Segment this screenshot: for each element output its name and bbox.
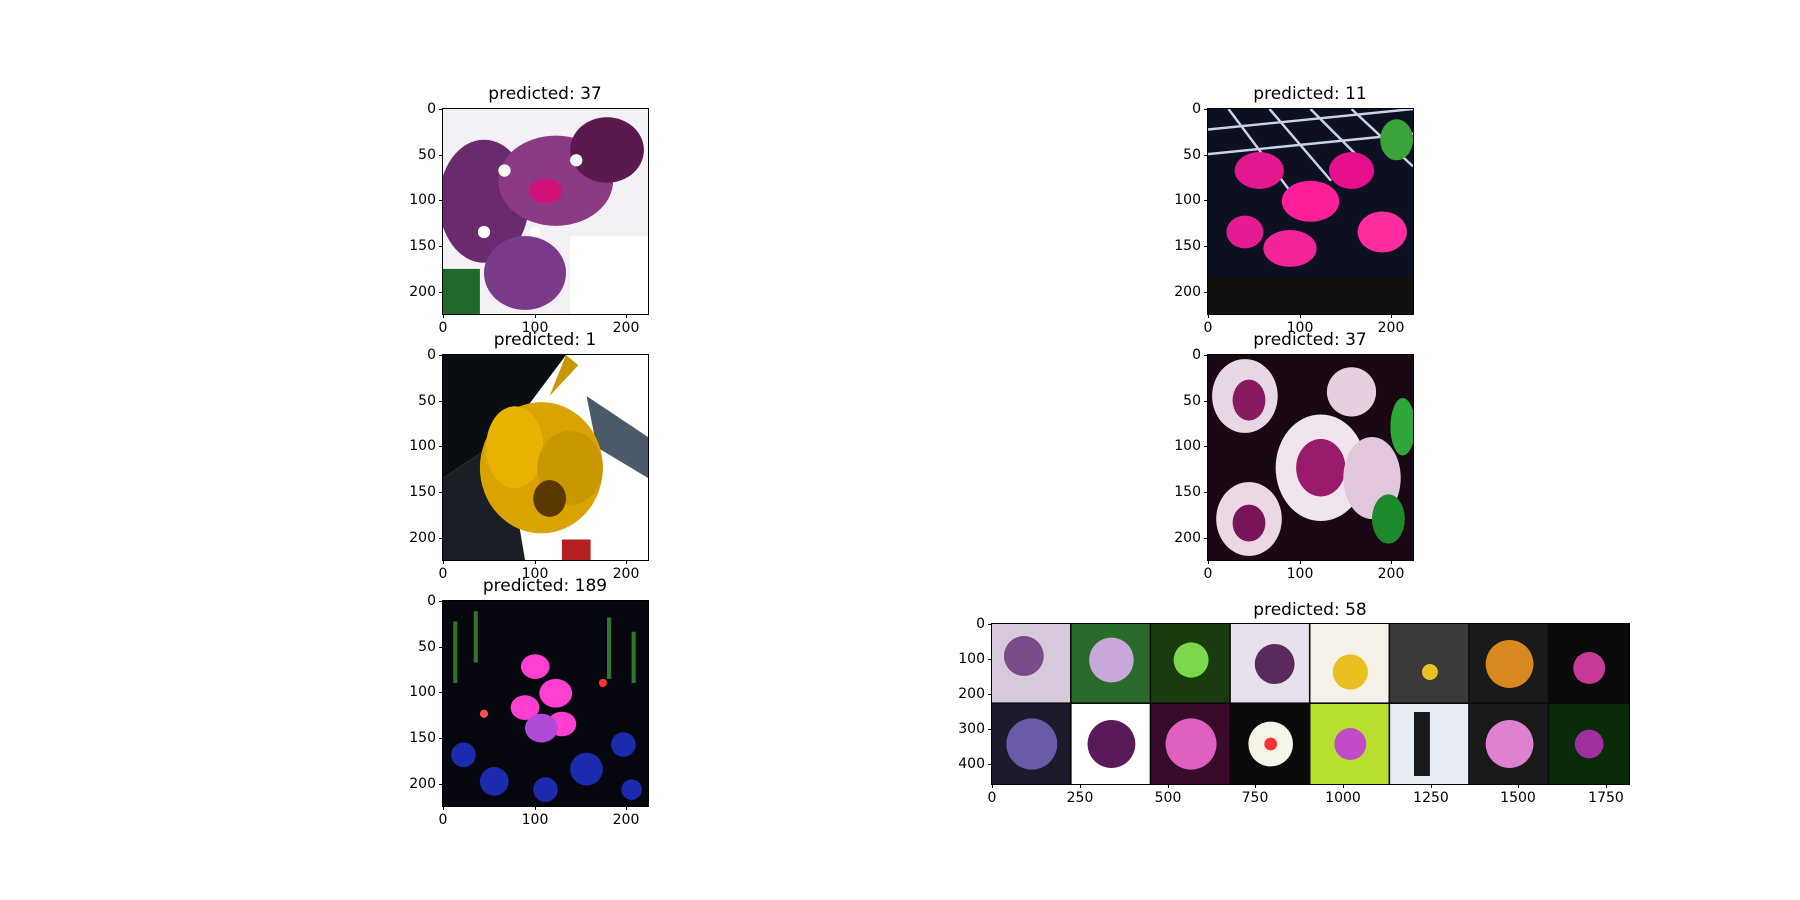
y-tick: 400 (958, 756, 985, 772)
y-tick: 150 (409, 238, 436, 254)
y-tick: 150 (1174, 238, 1201, 254)
x-tick: 200 (612, 320, 640, 336)
y-tick: 0 (1192, 347, 1201, 363)
y-tick: 50 (418, 393, 436, 409)
x-tick: 100 (1286, 566, 1314, 582)
orchid-grid-image (991, 623, 1630, 785)
x-tick: 1750 (1588, 790, 1624, 806)
y-tick: 100 (409, 192, 436, 208)
x-tick: 1000 (1325, 790, 1361, 806)
x-tick: 100 (521, 812, 549, 828)
x-tick: 1500 (1500, 790, 1536, 806)
y-tick: 0 (976, 616, 985, 632)
x-tick: 0 (438, 320, 448, 336)
x-tick: 0 (1203, 566, 1213, 582)
panel-title: predicted: 37 (488, 84, 602, 104)
panel-title: predicted: 11 (1253, 84, 1367, 104)
x-tick: 200 (1377, 320, 1405, 336)
x-tick: 0 (1203, 320, 1213, 336)
x-tick: 100 (521, 566, 549, 582)
panel-title: predicted: 1 (493, 330, 597, 350)
y-tick: 50 (418, 639, 436, 655)
panel-title: predicted: 189 (482, 576, 608, 596)
y-tick: 150 (409, 484, 436, 500)
yellow-orchid-image (442, 354, 649, 561)
x-tick: 100 (1286, 320, 1314, 336)
y-tick: 100 (409, 684, 436, 700)
purple-spotted-orchid-image (442, 108, 649, 315)
panel-title: predicted: 37 (1253, 330, 1367, 350)
white-purple-spotted-orchid-image (1207, 354, 1414, 561)
x-tick: 250 (1066, 790, 1094, 806)
y-tick: 200 (409, 284, 436, 300)
y-tick: 100 (409, 438, 436, 454)
y-tick: 150 (1174, 484, 1201, 500)
y-tick: 150 (409, 730, 436, 746)
x-tick: 200 (612, 812, 640, 828)
x-tick: 100 (521, 320, 549, 336)
x-tick: 0 (987, 790, 997, 806)
y-tick: 50 (1183, 147, 1201, 163)
panel-title: predicted: 58 (1253, 600, 1367, 620)
x-tick: 750 (1241, 790, 1269, 806)
y-tick: 200 (1174, 530, 1201, 546)
y-tick: 100 (1174, 438, 1201, 454)
x-tick: 0 (438, 566, 448, 582)
y-tick: 200 (958, 686, 985, 702)
y-tick: 0 (1192, 101, 1201, 117)
y-tick: 0 (427, 101, 436, 117)
y-tick: 50 (1183, 393, 1201, 409)
x-tick: 500 (1154, 790, 1182, 806)
x-tick: 200 (612, 566, 640, 582)
x-tick: 1250 (1413, 790, 1449, 806)
y-tick: 0 (427, 593, 436, 609)
y-tick: 200 (1174, 284, 1201, 300)
magenta-orchids-image (1207, 108, 1414, 315)
y-tick: 0 (427, 347, 436, 363)
y-tick: 200 (409, 776, 436, 792)
y-tick: 300 (958, 721, 985, 737)
x-tick: 0 (438, 812, 448, 828)
pink-orchids-garden-image (442, 600, 649, 807)
y-tick: 50 (418, 147, 436, 163)
y-tick: 100 (958, 651, 985, 667)
x-tick: 200 (1377, 566, 1405, 582)
y-tick: 200 (409, 530, 436, 546)
y-tick: 100 (1174, 192, 1201, 208)
